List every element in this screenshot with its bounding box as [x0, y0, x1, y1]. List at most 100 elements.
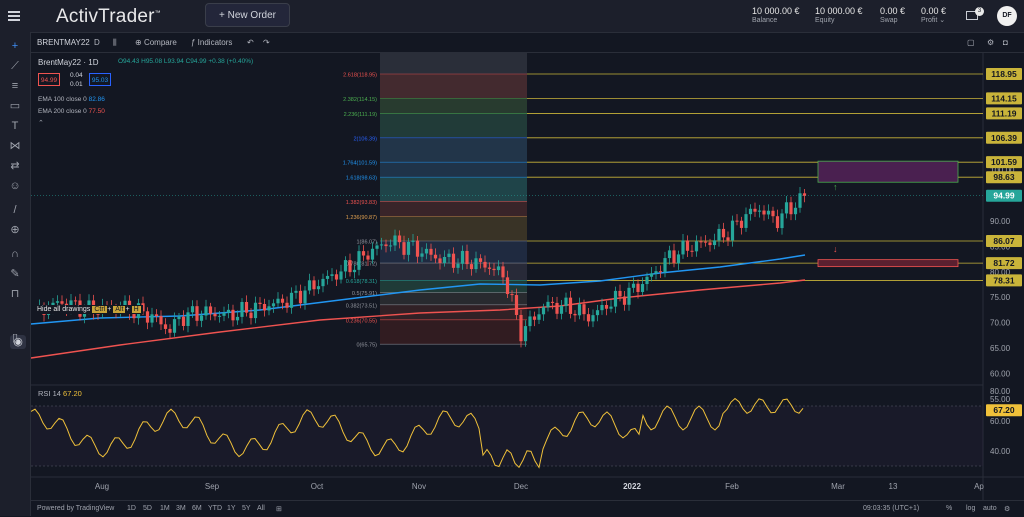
buy-price-button[interactable]: 95.03 — [89, 73, 111, 86]
range-5y[interactable]: 5Y — [242, 505, 251, 512]
trash-icon[interactable]: ▯ — [11, 332, 19, 344]
crosshair-icon[interactable]: + — [11, 40, 19, 52]
candle-body — [447, 253, 451, 257]
candle-body — [442, 256, 447, 264]
candle-body — [357, 251, 361, 270]
brand-logo: ActivTrader™ — [56, 6, 161, 27]
candle-body — [132, 313, 136, 319]
rsi-axis-label: 40.00 — [990, 447, 1011, 456]
candle-body — [762, 210, 766, 215]
candle-body — [60, 301, 64, 304]
candle-body — [393, 235, 397, 246]
candle-body — [730, 220, 735, 241]
emoji-icon[interactable]: ☺ — [9, 180, 21, 192]
range-3m[interactable]: 3M — [176, 505, 186, 512]
range-6m[interactable]: 6M — [192, 505, 202, 512]
candle-body — [343, 260, 348, 272]
fullscreen-icon[interactable]: ▢ — [967, 38, 975, 47]
candle-body — [757, 210, 762, 212]
balance: 10 000.00 € Balance — [752, 6, 800, 24]
magnet-icon[interactable]: ∩ — [11, 248, 19, 260]
menu-icon[interactable] — [8, 11, 20, 21]
candle-body — [217, 315, 222, 317]
percent-toggle[interactable]: % — [946, 505, 953, 512]
profit[interactable]: 0.00 € Profit ⌄ — [921, 6, 947, 24]
tradingview-credit[interactable]: Powered by TradingView — [37, 505, 115, 512]
candle-body — [735, 220, 739, 222]
pattern-icon[interactable]: ⋈ — [9, 140, 21, 152]
candle-body — [208, 306, 213, 314]
range-1y[interactable]: 1Y — [227, 505, 236, 512]
candle-body — [600, 304, 604, 311]
fib-retracement-icon[interactable]: ≡ — [11, 80, 19, 92]
ruler-icon[interactable]: / — [13, 204, 17, 216]
compare-button[interactable]: ⊕ Compare — [135, 38, 177, 47]
lock-drawings-icon[interactable]: ✎ — [10, 268, 20, 280]
chart-legend: BrentMay22 · 1D — [38, 58, 98, 67]
collapse-legend-icon[interactable]: ⌃ — [38, 120, 44, 127]
time-axis-label: Dec — [514, 482, 528, 491]
up-arrow-icon: ↑ — [833, 182, 838, 192]
range-5d[interactable]: 5D — [143, 505, 152, 512]
fib-zone — [380, 74, 527, 99]
text-icon[interactable]: T — [11, 120, 19, 132]
candle-body — [685, 240, 690, 251]
new-order-button[interactable]: + New Order — [205, 3, 290, 27]
range-1m[interactable]: 1M — [160, 505, 170, 512]
trendline-icon[interactable]: ⟋ — [11, 60, 19, 72]
ema100-line — [30, 254, 806, 325]
candle-body — [159, 316, 163, 325]
candle-body — [294, 290, 298, 293]
indicators-button[interactable]: ƒ Indicators — [191, 38, 233, 47]
candle-type-icon[interactable]: ⫼ — [113, 38, 117, 47]
zoom-icon[interactable]: ⊕ — [10, 224, 20, 236]
interval-select[interactable]: D — [94, 38, 100, 47]
clock[interactable]: 09:03:35 (UTC+1) — [863, 505, 920, 512]
rectangle-icon[interactable]: ▭ — [9, 100, 21, 112]
log-toggle[interactable]: log — [966, 505, 976, 512]
candle-body — [613, 290, 618, 307]
auto-toggle[interactable]: auto — [983, 505, 997, 512]
fib-zone — [380, 137, 527, 163]
range-ytd[interactable]: YTD — [208, 505, 222, 512]
candle-body — [321, 278, 325, 287]
candle-body — [528, 316, 532, 327]
candle-body — [285, 302, 289, 308]
camera-icon[interactable]: ◘ — [1003, 38, 1008, 47]
price-label-bg — [986, 156, 1022, 169]
sell-price-button[interactable]: 94.99 — [38, 73, 60, 86]
calendar-icon[interactable]: ⊞ — [276, 506, 282, 513]
fib-zone — [380, 98, 527, 114]
candle-body — [298, 290, 303, 304]
prediction-icon[interactable]: ⇄ — [10, 160, 20, 172]
candle-body — [721, 228, 726, 238]
avatar[interactable]: DF — [997, 6, 1017, 26]
candle-body — [433, 254, 438, 259]
ema200-legend: EMA 200 close 0 77.50 — [38, 108, 105, 115]
settings-icon[interactable]: ⚙ — [1004, 506, 1011, 513]
symbol-search[interactable]: BRENTMAY22 — [37, 38, 90, 47]
candle-body — [690, 250, 694, 252]
time-axis-label: 13 — [889, 482, 898, 491]
lock-icon[interactable]: ⊓ — [10, 288, 20, 300]
candle-body — [487, 267, 492, 269]
redo-icon[interactable]: ↷ — [263, 38, 270, 47]
candle-body — [672, 250, 676, 264]
candle-body — [456, 263, 460, 268]
price-axis-label: 70.00 — [990, 319, 1011, 328]
range-all[interactable]: All — [257, 505, 265, 512]
candle-body — [703, 241, 708, 243]
hide-drawings-tooltip: Hide all drawings Ctrl + Alt + H — [35, 305, 143, 314]
settings-icon[interactable]: ⚙ — [987, 38, 995, 47]
range-1d[interactable]: 1D — [127, 505, 136, 512]
undo-icon[interactable]: ↶ — [247, 38, 254, 47]
price-axis-label: 65.00 — [990, 344, 1011, 353]
hide-drawings-button[interactable]: ◉ — [10, 335, 26, 349]
candle-body — [460, 250, 465, 264]
candle-body — [510, 294, 514, 296]
candle-body — [312, 280, 316, 290]
candle-body — [325, 275, 330, 279]
candle-body — [429, 248, 433, 255]
candle-body — [532, 316, 537, 320]
